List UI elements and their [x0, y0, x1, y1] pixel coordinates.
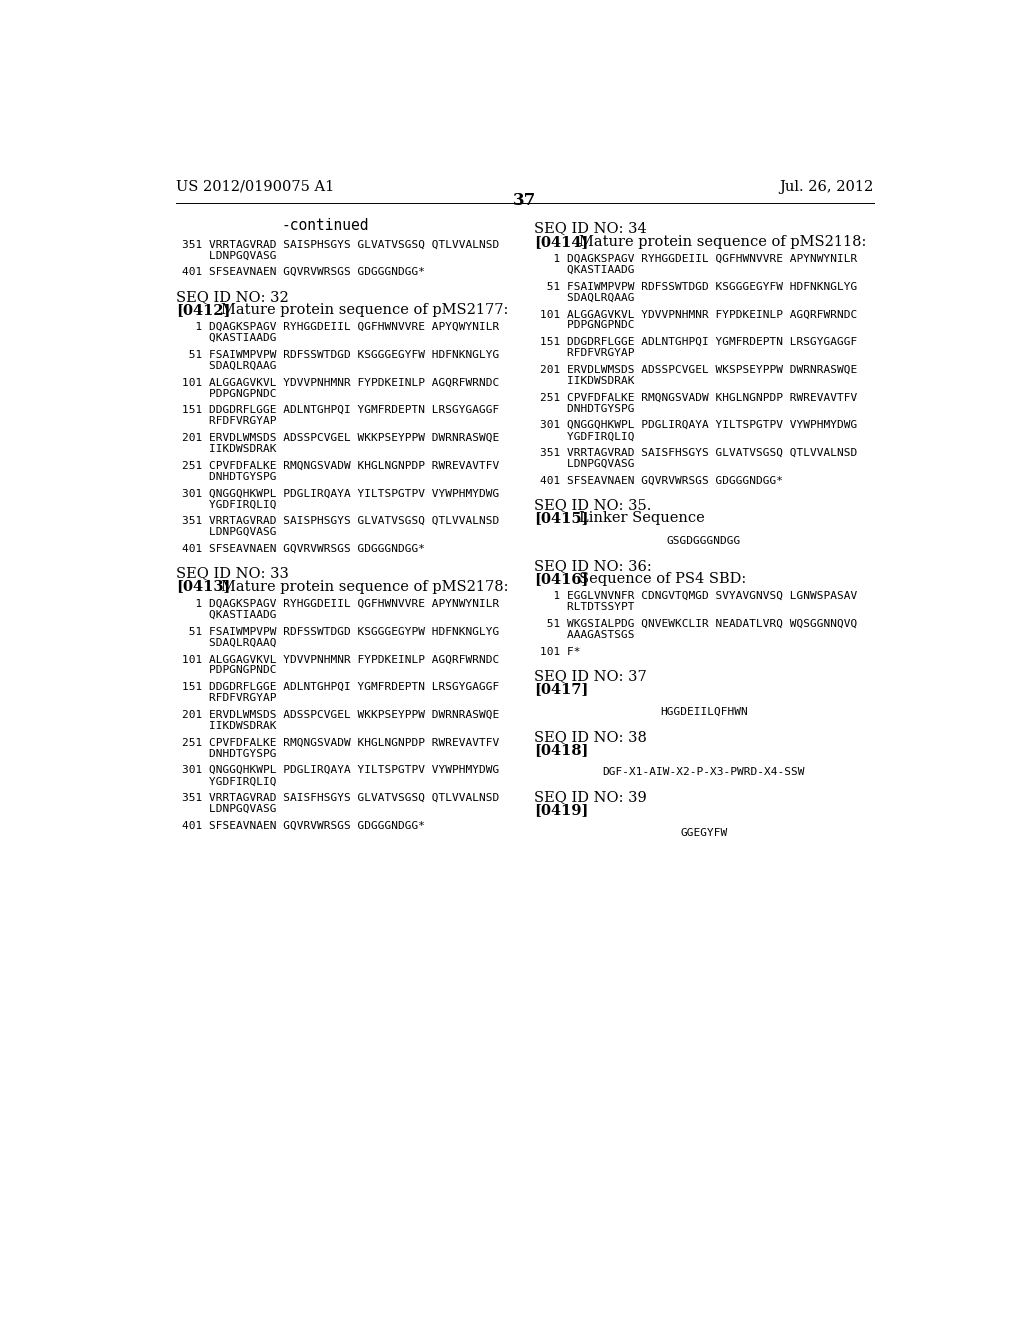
Text: 351 VRRTAGVRAD SAISFHSGYS GLVATVSGSQ QTLVVALNSD: 351 VRRTAGVRAD SAISFHSGYS GLVATVSGSQ QTL…	[182, 793, 500, 803]
Text: 351 VRRTAGVRAD SAISPHSGYS GLVATVSGSQ QTLVVALNSD: 351 VRRTAGVRAD SAISPHSGYS GLVATVSGSQ QTL…	[182, 239, 500, 249]
Text: LDNPGQVASG: LDNPGQVASG	[182, 527, 276, 537]
Text: 201 ERVDLWMSDS ADSSPCVGEL WKSPSEYPPW DWRNRASWQE: 201 ERVDLWMSDS ADSSPCVGEL WKSPSEYPPW DWR…	[541, 364, 857, 375]
Text: 251 CPVFDFALKE RMQNGSVADW KHGLNGNPDP RWREVAVTFV: 251 CPVFDFALKE RMQNGSVADW KHGLNGNPDP RWR…	[541, 392, 857, 403]
Text: QKASTIAADG: QKASTIAADG	[541, 265, 635, 275]
Text: SEQ ID NO: 32: SEQ ID NO: 32	[176, 289, 289, 304]
Text: 251 CPVFDFALKE RMQNGSVADW KHGLNGNPDP RWREVAVTFV: 251 CPVFDFALKE RMQNGSVADW KHGLNGNPDP RWR…	[182, 461, 500, 471]
Text: YGDFIRQLIQ: YGDFIRQLIQ	[182, 499, 276, 510]
Text: IIKDWSDRAK: IIKDWSDRAK	[541, 376, 635, 385]
Text: SEQ ID NO: 37: SEQ ID NO: 37	[535, 669, 647, 684]
Text: SEQ ID NO: 39: SEQ ID NO: 39	[535, 791, 647, 804]
Text: 301 QNGGQHKWPL PDGLIRQAYA YILTSPGTPV VYWPHMYDWG: 301 QNGGQHKWPL PDGLIRQAYA YILTSPGTPV VYW…	[541, 420, 857, 430]
Text: RFDFVRGYAP: RFDFVRGYAP	[541, 348, 635, 358]
Text: YGDFIRQLIQ: YGDFIRQLIQ	[541, 432, 635, 441]
Text: 201 ERVDLWMSDS ADSSPCVGEL WKKPSEYPPW DWRNRASWQE: 201 ERVDLWMSDS ADSSPCVGEL WKKPSEYPPW DWR…	[182, 710, 500, 719]
Text: [0414]: [0414]	[535, 235, 589, 248]
Text: 401 SFSEAVNAEN GQVRVWRSGS GDGGGNDGG*: 401 SFSEAVNAEN GQVRVWRSGS GDGGGNDGG*	[182, 544, 425, 554]
Text: DNHDTGYSPG: DNHDTGYSPG	[182, 471, 276, 482]
Text: DNHDTGYSPG: DNHDTGYSPG	[541, 404, 635, 413]
Text: PDPGNGPNDC: PDPGNGPNDC	[541, 321, 635, 330]
Text: 151 DDGDRFLGGE ADLNTGHPQI YGMFRDEPTN LRSGYGAGGF: 151 DDGDRFLGGE ADLNTGHPQI YGMFRDEPTN LRS…	[182, 405, 500, 416]
Text: SEQ ID NO: 36:: SEQ ID NO: 36:	[535, 558, 652, 573]
Text: Mature protein sequence of pMS2118:: Mature protein sequence of pMS2118:	[579, 235, 866, 248]
Text: -continued: -continued	[282, 218, 370, 232]
Text: GGEGYFW: GGEGYFW	[680, 828, 727, 838]
Text: SDAQLRQAAQ: SDAQLRQAAQ	[182, 638, 276, 648]
Text: [0419]: [0419]	[535, 804, 589, 817]
Text: DGF-X1-AIW-X2-P-X3-PWRD-X4-SSW: DGF-X1-AIW-X2-P-X3-PWRD-X4-SSW	[602, 767, 805, 777]
Text: 101 F*: 101 F*	[541, 647, 581, 656]
Text: [0418]: [0418]	[535, 743, 589, 756]
Text: SEQ ID NO: 34: SEQ ID NO: 34	[535, 222, 647, 235]
Text: LDNPGQVASG: LDNPGQVASG	[541, 459, 635, 469]
Text: 51 FSAIWMPVPW RDFSSWTDGD KSGGGEGYPW HDFNKNGLYG: 51 FSAIWMPVPW RDFSSWTDGD KSGGGEGYPW HDFN…	[182, 627, 500, 636]
Text: 1 DQAGKSPAGV RYHGGDEIIL QGFHWNVVRE APYNWYNILR: 1 DQAGKSPAGV RYHGGDEIIL QGFHWNVVRE APYNW…	[182, 599, 500, 609]
Text: HGGDEIILQFHWN: HGGDEIILQFHWN	[659, 708, 748, 717]
Text: Jul. 26, 2012: Jul. 26, 2012	[779, 180, 873, 194]
Text: 101 ALGGAGVKVL YDVVPNHMNR FYPDKEINLP AGQRFWRNDC: 101 ALGGAGVKVL YDVVPNHMNR FYPDKEINLP AGQ…	[182, 378, 500, 388]
Text: 101 ALGGAGVKVL YDVVPNHMNR FYPDKEINLP AGQRFWRNDC: 101 ALGGAGVKVL YDVVPNHMNR FYPDKEINLP AGQ…	[541, 309, 857, 319]
Text: QKASTIAADG: QKASTIAADG	[182, 610, 276, 620]
Text: LDNPGQVASG: LDNPGQVASG	[182, 251, 276, 260]
Text: 51 FSAIWMPVPW RDFSSWTDGD KSGGGEGYFW HDFNKNGLYG: 51 FSAIWMPVPW RDFSSWTDGD KSGGGEGYFW HDFN…	[541, 281, 857, 292]
Text: Sequence of PS4 SBD:: Sequence of PS4 SBD:	[579, 572, 746, 586]
Text: PDPGNGPNDC: PDPGNGPNDC	[182, 388, 276, 399]
Text: Mature protein sequence of pMS2178:: Mature protein sequence of pMS2178:	[221, 579, 509, 594]
Text: DNHDTGYSPG: DNHDTGYSPG	[182, 748, 276, 759]
Text: SDAQLRQAAG: SDAQLRQAAG	[182, 360, 276, 371]
Text: 351 VRRTAGVRAD SAISPHSGYS GLVATVSGSQ QTLVVALNSD: 351 VRRTAGVRAD SAISPHSGYS GLVATVSGSQ QTL…	[182, 516, 500, 527]
Text: 201 ERVDLWMSDS ADSSPCVGEL WKKPSEYPPW DWRNRASWQE: 201 ERVDLWMSDS ADSSPCVGEL WKKPSEYPPW DWR…	[182, 433, 500, 444]
Text: SEQ ID NO: 33: SEQ ID NO: 33	[176, 566, 289, 581]
Text: US 2012/0190075 A1: US 2012/0190075 A1	[176, 180, 334, 194]
Text: IIKDWSDRAK: IIKDWSDRAK	[182, 721, 276, 731]
Text: IIKDWSDRAK: IIKDWSDRAK	[182, 444, 276, 454]
Text: [0413]: [0413]	[176, 579, 230, 594]
Text: GSGDGGGNDGG: GSGDGGGNDGG	[667, 536, 741, 546]
Text: 401 SFSEAVNAEN GQVRVWRSGS GDGGGNDGG*: 401 SFSEAVNAEN GQVRVWRSGS GDGGGNDGG*	[182, 267, 425, 277]
Text: Linker Sequence: Linker Sequence	[579, 511, 705, 525]
Text: [0415]: [0415]	[535, 511, 589, 525]
Text: [0417]: [0417]	[535, 682, 589, 697]
Text: 1 DQAGKSPAGV RYHGGDEIIL QGFHWNVVRE APYNWYNILR: 1 DQAGKSPAGV RYHGGDEIIL QGFHWNVVRE APYNW…	[541, 253, 857, 264]
Text: 351 VRRTAGVRAD SAISFHSGYS GLVATVSGSQ QTLVVALNSD: 351 VRRTAGVRAD SAISFHSGYS GLVATVSGSQ QTL…	[541, 447, 857, 458]
Text: [0412]: [0412]	[176, 302, 230, 317]
Text: RFDFVRGYAP: RFDFVRGYAP	[182, 693, 276, 704]
Text: PDPGNGPNDC: PDPGNGPNDC	[182, 665, 276, 676]
Text: 401 SFSEAVNAEN GQVRVWRSGS GDGGGNDGG*: 401 SFSEAVNAEN GQVRVWRSGS GDGGGNDGG*	[541, 475, 783, 486]
Text: 151 DDGDRFLGGE ADLNTGHPQI YGMFRDEPTN LRSGYGAGGF: 151 DDGDRFLGGE ADLNTGHPQI YGMFRDEPTN LRS…	[541, 337, 857, 347]
Text: LDNPGQVASG: LDNPGQVASG	[182, 804, 276, 814]
Text: 37: 37	[513, 193, 537, 210]
Text: AAAGASTSGS: AAAGASTSGS	[541, 630, 635, 640]
Text: 151 DDGDRFLGGE ADLNTGHPQI YGMFRDEPTN LRSGYGAGGF: 151 DDGDRFLGGE ADLNTGHPQI YGMFRDEPTN LRS…	[182, 682, 500, 692]
Text: 51 FSAIWMPVPW RDFSSWTDGD KSGGGEGYFW HDFNKNGLYG: 51 FSAIWMPVPW RDFSSWTDGD KSGGGEGYFW HDFN…	[182, 350, 500, 360]
Text: 1 DQAGKSPAGV RYHGGDEIIL QGFHWNVVRE APYQWYNILR: 1 DQAGKSPAGV RYHGGDEIIL QGFHWNVVRE APYQW…	[182, 322, 500, 333]
Text: SEQ ID NO: 38: SEQ ID NO: 38	[535, 730, 647, 743]
Text: RFDFVRGYAP: RFDFVRGYAP	[182, 416, 276, 426]
Text: 401 SFSEAVNAEN GQVRVWRSGS GDGGGNDGG*: 401 SFSEAVNAEN GQVRVWRSGS GDGGGNDGG*	[182, 821, 425, 830]
Text: RLTDTSSYPT: RLTDTSSYPT	[541, 602, 635, 612]
Text: 101 ALGGAGVKVL YDVVPNHMNR FYPDKEINLP AGQRFWRNDC: 101 ALGGAGVKVL YDVVPNHMNR FYPDKEINLP AGQ…	[182, 655, 500, 664]
Text: 301 QNGGQHKWPL PDGLIRQAYA YILTSPGTPV VYWPHMYDWG: 301 QNGGQHKWPL PDGLIRQAYA YILTSPGTPV VYW…	[182, 766, 500, 775]
Text: Mature protein sequence of pMS2177:: Mature protein sequence of pMS2177:	[221, 302, 508, 317]
Text: 51 WKGSIALPDG QNVEWKCLIR NEADATLVRQ WQSGGNNQVQ: 51 WKGSIALPDG QNVEWKCLIR NEADATLVRQ WQSG…	[541, 619, 857, 628]
Text: YGDFIRQLIQ: YGDFIRQLIQ	[182, 776, 276, 787]
Text: SDAQLRQAAG: SDAQLRQAAG	[541, 293, 635, 302]
Text: 301 QNGGQHKWPL PDGLIRQAYA YILTSPGTPV VYWPHMYDWG: 301 QNGGQHKWPL PDGLIRQAYA YILTSPGTPV VYW…	[182, 488, 500, 499]
Text: SEQ ID NO: 35.: SEQ ID NO: 35.	[535, 499, 651, 512]
Text: 1 EGGLVNVNFR CDNGVTQMGD SVYAVGNVSQ LGNWSPASAV: 1 EGGLVNVNFR CDNGVTQMGD SVYAVGNVSQ LGNWS…	[541, 591, 857, 601]
Text: [0416]: [0416]	[535, 572, 589, 586]
Text: 251 CPVFDFALKE RMQNGSVADW KHGLNGNPDP RWREVAVTFV: 251 CPVFDFALKE RMQNGSVADW KHGLNGNPDP RWR…	[182, 738, 500, 747]
Text: QKASTIAADG: QKASTIAADG	[182, 333, 276, 343]
